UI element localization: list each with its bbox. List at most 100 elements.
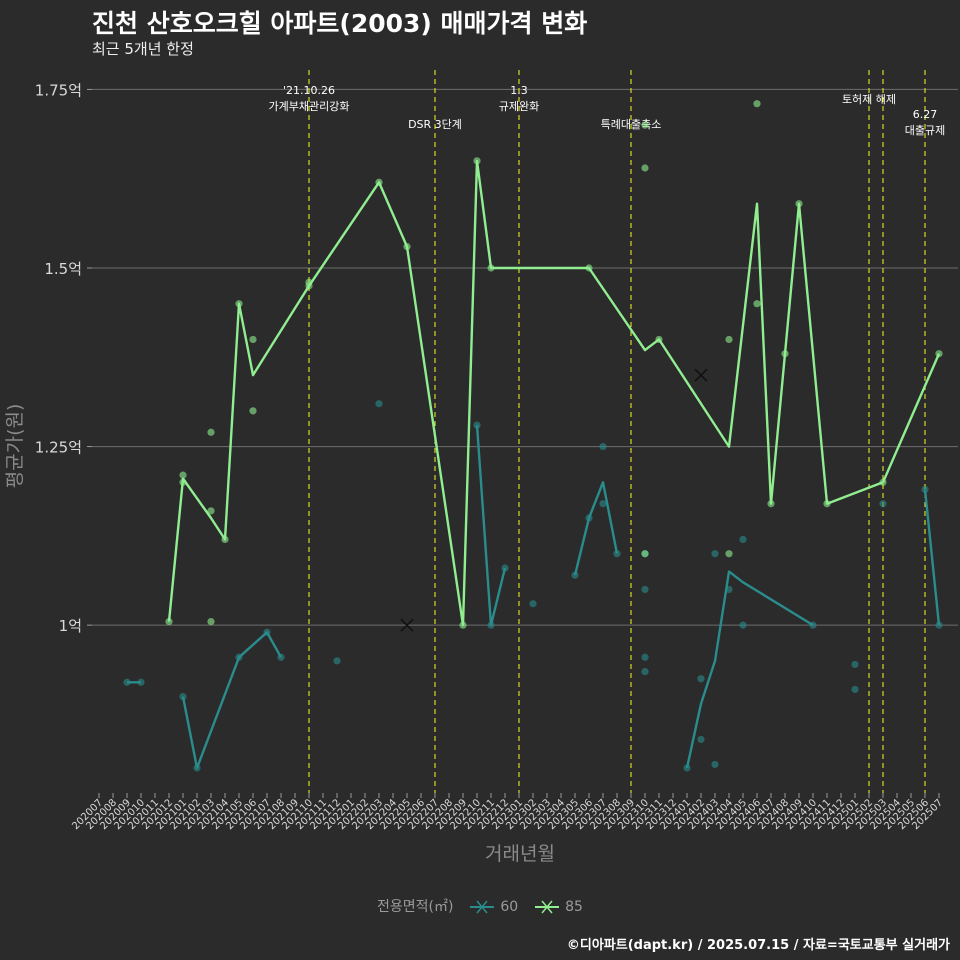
data-point-60 bbox=[879, 500, 887, 508]
data-point-85 bbox=[753, 300, 761, 308]
data-point-60 bbox=[263, 628, 271, 636]
y-tick-label: 1.5억 bbox=[44, 260, 82, 278]
data-point-85 bbox=[207, 507, 215, 515]
chart-title: 진천 산호오크힐 아파트(2003) 매매가격 변화 bbox=[92, 9, 588, 38]
event-label: 대출규제 bbox=[905, 124, 945, 137]
data-point-85 bbox=[403, 242, 411, 251]
data-point-60 bbox=[487, 621, 495, 629]
data-point-60 bbox=[193, 764, 201, 772]
event-label: 특례대출축소 bbox=[601, 118, 662, 131]
data-point-60 bbox=[641, 585, 649, 594]
data-point-60 bbox=[641, 667, 649, 676]
legend-key-85-icon bbox=[534, 900, 559, 914]
data-point-60 bbox=[641, 653, 649, 661]
y-tick-label: 1억 bbox=[59, 617, 82, 635]
data-point-60 bbox=[711, 550, 719, 558]
data-point-60 bbox=[683, 764, 691, 772]
data-point-85 bbox=[165, 617, 173, 626]
data-point-60 bbox=[501, 564, 509, 572]
data-point-85 bbox=[473, 157, 481, 165]
data-point-85 bbox=[487, 264, 495, 272]
legend-label-85: 85 bbox=[565, 899, 583, 915]
series-group bbox=[123, 100, 943, 772]
data-point-60 bbox=[725, 585, 733, 594]
data-point-60 bbox=[123, 678, 131, 686]
data-point-60 bbox=[739, 535, 747, 544]
x-marker-85 bbox=[694, 368, 708, 382]
series-line-60 bbox=[573, 481, 619, 576]
legend-item-60: 60 bbox=[468, 899, 518, 915]
data-point-60 bbox=[613, 550, 621, 558]
event-label: 1.3 bbox=[510, 84, 528, 97]
data-point-85 bbox=[641, 121, 649, 129]
data-point-60 bbox=[739, 621, 747, 629]
data-point-85 bbox=[767, 500, 775, 508]
data-point-60 bbox=[333, 657, 341, 665]
data-point-60 bbox=[711, 760, 719, 769]
y-tick-labels: 1억 1.25억 1.5억 1.75억 bbox=[35, 81, 82, 635]
data-point-85 bbox=[725, 335, 733, 344]
x-axis-label: 거래년월 bbox=[485, 843, 555, 865]
series-line-85 bbox=[167, 159, 941, 627]
data-point-60 bbox=[137, 678, 145, 686]
data-point-60 bbox=[571, 571, 579, 579]
data-point-85 bbox=[641, 550, 649, 558]
data-point-85 bbox=[823, 500, 831, 508]
series-line-60 bbox=[181, 631, 283, 770]
event-label: 토허제 해제 bbox=[842, 92, 896, 106]
data-point-60 bbox=[921, 485, 929, 494]
series-line-60 bbox=[685, 570, 814, 769]
data-point-85 bbox=[179, 478, 187, 486]
data-point-85 bbox=[753, 100, 761, 108]
chart-subtitle: 최근 5개년 한정 bbox=[92, 40, 194, 58]
y-axis-label: 평균가(원) bbox=[4, 404, 26, 489]
data-point-85 bbox=[207, 617, 215, 626]
data-point-85 bbox=[179, 471, 187, 479]
series-line-60 bbox=[475, 425, 507, 627]
event-label: 6.27 bbox=[913, 108, 938, 121]
data-point-60 bbox=[935, 621, 943, 629]
series-line-60 bbox=[923, 489, 941, 626]
data-point-85 bbox=[305, 278, 313, 286]
data-point-85 bbox=[375, 178, 383, 186]
data-point-85 bbox=[935, 350, 943, 358]
data-point-60 bbox=[585, 514, 593, 522]
data-point-85 bbox=[249, 407, 257, 415]
event-label: DSR 3단계 bbox=[408, 118, 462, 131]
data-point-85 bbox=[249, 335, 257, 344]
data-point-85 bbox=[781, 350, 789, 358]
data-point-85 bbox=[655, 335, 663, 344]
data-point-60 bbox=[697, 675, 705, 683]
x-marker-60 bbox=[400, 618, 414, 632]
legend-key-60-icon bbox=[469, 900, 494, 914]
price-chart: 1억 1.25억 1.5억 1.75억 '21.10.26 가계부채관리강화 DSR 3단… bbox=[4, 70, 958, 865]
data-point-60 bbox=[851, 685, 859, 694]
data-point-60 bbox=[179, 692, 187, 701]
data-point-85 bbox=[221, 535, 229, 544]
legend-label-60: 60 bbox=[500, 899, 519, 915]
data-point-85 bbox=[459, 621, 467, 629]
data-point-60 bbox=[375, 400, 383, 408]
data-point-85 bbox=[207, 428, 215, 436]
data-point-60 bbox=[599, 442, 607, 451]
data-point-85 bbox=[725, 550, 733, 558]
legend-title: 전용면적(㎡) bbox=[377, 899, 454, 915]
legend: 전용면적(㎡) 60 85 bbox=[0, 896, 960, 916]
data-point-85 bbox=[795, 200, 803, 208]
data-point-60 bbox=[809, 621, 817, 629]
data-point-60 bbox=[599, 500, 607, 508]
y-tick-label: 1.75억 bbox=[35, 81, 82, 99]
event-label: 가계부채관리강화 bbox=[269, 100, 350, 113]
data-point-60 bbox=[851, 660, 859, 669]
legend-item-85: 85 bbox=[533, 899, 583, 915]
data-point-85 bbox=[641, 164, 649, 172]
data-point-60 bbox=[235, 653, 243, 661]
event-label: '21.10.26 bbox=[283, 84, 335, 97]
data-point-85 bbox=[879, 478, 887, 486]
data-point-60 bbox=[277, 653, 285, 661]
data-point-85 bbox=[585, 264, 593, 272]
y-tick-label: 1.25억 bbox=[35, 439, 82, 457]
source-footer: ©디아파트(dapt.kr) / 2025.07.15 / 자료=국토교통부 실… bbox=[566, 938, 950, 953]
data-point-60 bbox=[697, 735, 705, 744]
